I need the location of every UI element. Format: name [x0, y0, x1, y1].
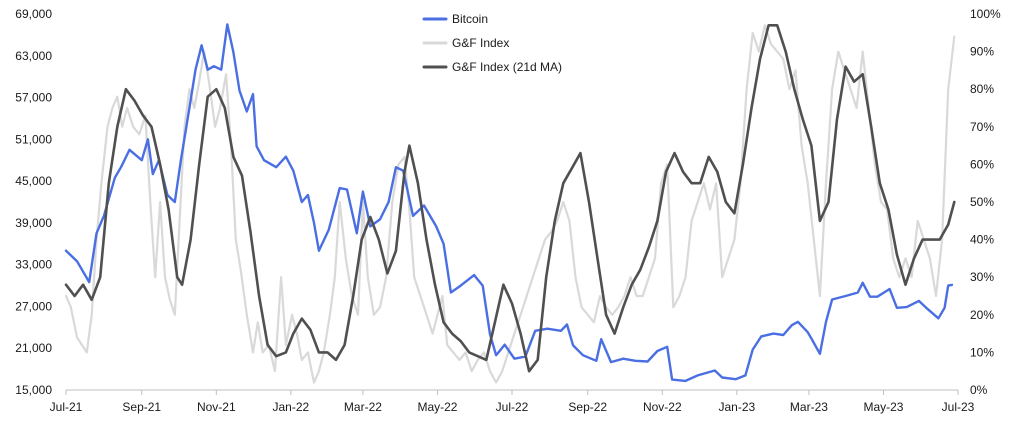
y-right-tick-label: 40%	[970, 233, 994, 247]
y-right-tick-label: 60%	[970, 157, 994, 171]
y-left-tick-label: 15,000	[15, 383, 52, 397]
y-right-tick-label: 80%	[970, 82, 994, 96]
legend: Bitcoin G&F Index G&F Index (21d MA)	[422, 12, 562, 74]
x-tick-label: Sep-22	[568, 400, 607, 414]
y-right-tick-label: 90%	[970, 45, 994, 59]
y-right-tick-label: 30%	[970, 270, 994, 284]
x-tick-label: Nov-22	[643, 400, 682, 414]
y-right-tick-label: 70%	[970, 120, 994, 134]
x-tick-label: Jul-21	[50, 400, 83, 414]
y-right-tick-label: 10%	[970, 345, 994, 359]
y-left-tick-label: 63,000	[15, 49, 52, 63]
y-right-tick-label: 0%	[970, 383, 988, 397]
axes-layer: Jul-21 Sep-21 Nov-21 Jan-22 Mar-22 May-22 Jul-…	[15, 7, 1001, 414]
x-tick-label: Jul-23	[942, 400, 975, 414]
x-tick-label: Mar-23	[790, 400, 828, 414]
y-right-tick-label: 100%	[970, 7, 1001, 21]
y-left-tick-label: 39,000	[15, 216, 52, 230]
series-line-bitcoin	[64, 23, 954, 383]
y-left-tick-label: 57,000	[15, 91, 52, 105]
x-tick-label: Jan-22	[272, 400, 309, 414]
y-left-tick-label: 69,000	[15, 7, 52, 21]
x-tick-label: Nov-21	[197, 400, 236, 414]
series-line-g-f-index-21d-ma	[64, 24, 956, 373]
y-right-tick-label: 50%	[970, 195, 994, 209]
x-tick-label: May-23	[863, 400, 903, 414]
legend-label: G&F Index	[452, 36, 509, 50]
y-left-tick-label: 27,000	[15, 299, 52, 313]
y-left-tick-label: 33,000	[15, 258, 52, 272]
x-tick-label: Jan-23	[718, 400, 755, 414]
y-right-tick-label: 20%	[970, 308, 994, 322]
legend-label: G&F Index (21d MA)	[452, 60, 562, 74]
x-tick-label: Mar-22	[344, 400, 382, 414]
y-left-tick-label: 21,000	[15, 341, 52, 355]
series-layer	[64, 23, 956, 384]
x-tick-label: Sep-21	[122, 400, 161, 414]
y-left-tick-label: 51,000	[15, 132, 52, 146]
x-tick-label: Jul-22	[496, 400, 529, 414]
y-left-tick-label: 45,000	[15, 174, 52, 188]
legend-label: Bitcoin	[452, 12, 488, 26]
series-line-g-f-index	[64, 24, 956, 384]
x-tick-label: May-22	[417, 400, 457, 414]
